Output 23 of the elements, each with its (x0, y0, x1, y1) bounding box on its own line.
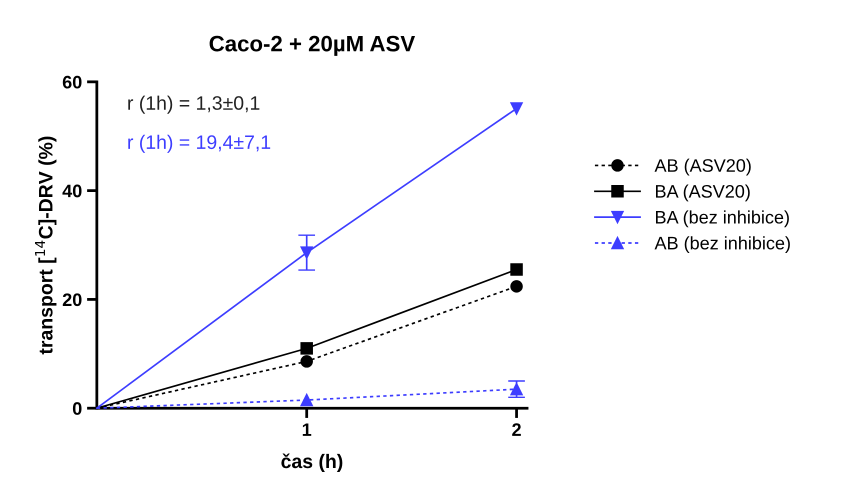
annotation: r (1h) = 19,4±7,1 (128, 134, 270, 153)
point (510, 382, 523, 396)
point (510, 102, 523, 115)
point (300, 394, 313, 406)
y-tick-label: 60 (62, 76, 82, 89)
point (300, 355, 313, 368)
x-tick-label: 2 (512, 423, 521, 436)
point (510, 263, 523, 276)
y-tick-label: 0 (72, 402, 82, 415)
point (300, 246, 313, 259)
x-tick-label: 1 (302, 423, 312, 436)
y-axis-title: transport [$^{14}$C]-DRV (%) (35, 136, 56, 354)
x-axis-title: čas (h) (281, 454, 342, 472)
legend-label: BA (bez inhibice) (656, 210, 789, 228)
y-tick-label: 40 (62, 184, 82, 198)
annotation: r (1h) = 1,3±0,1 (128, 96, 260, 114)
chart-title: Caco-2 + 20µM ASV (210, 36, 416, 56)
point (300, 342, 313, 355)
legend-label: BA (ASV20) (656, 184, 750, 202)
y-tick-label: 20 (62, 293, 82, 306)
legend-label: AB (ASV20) (654, 158, 751, 176)
legend-label: AB (bez inhibice) (654, 236, 790, 254)
point (510, 280, 523, 293)
